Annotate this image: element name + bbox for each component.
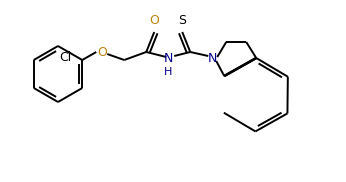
Text: N: N bbox=[208, 52, 217, 64]
Text: H: H bbox=[164, 67, 172, 77]
Text: N: N bbox=[164, 52, 173, 64]
Text: S: S bbox=[178, 14, 186, 27]
Text: O: O bbox=[97, 46, 107, 58]
Text: Cl: Cl bbox=[59, 51, 71, 64]
Text: O: O bbox=[149, 14, 159, 27]
